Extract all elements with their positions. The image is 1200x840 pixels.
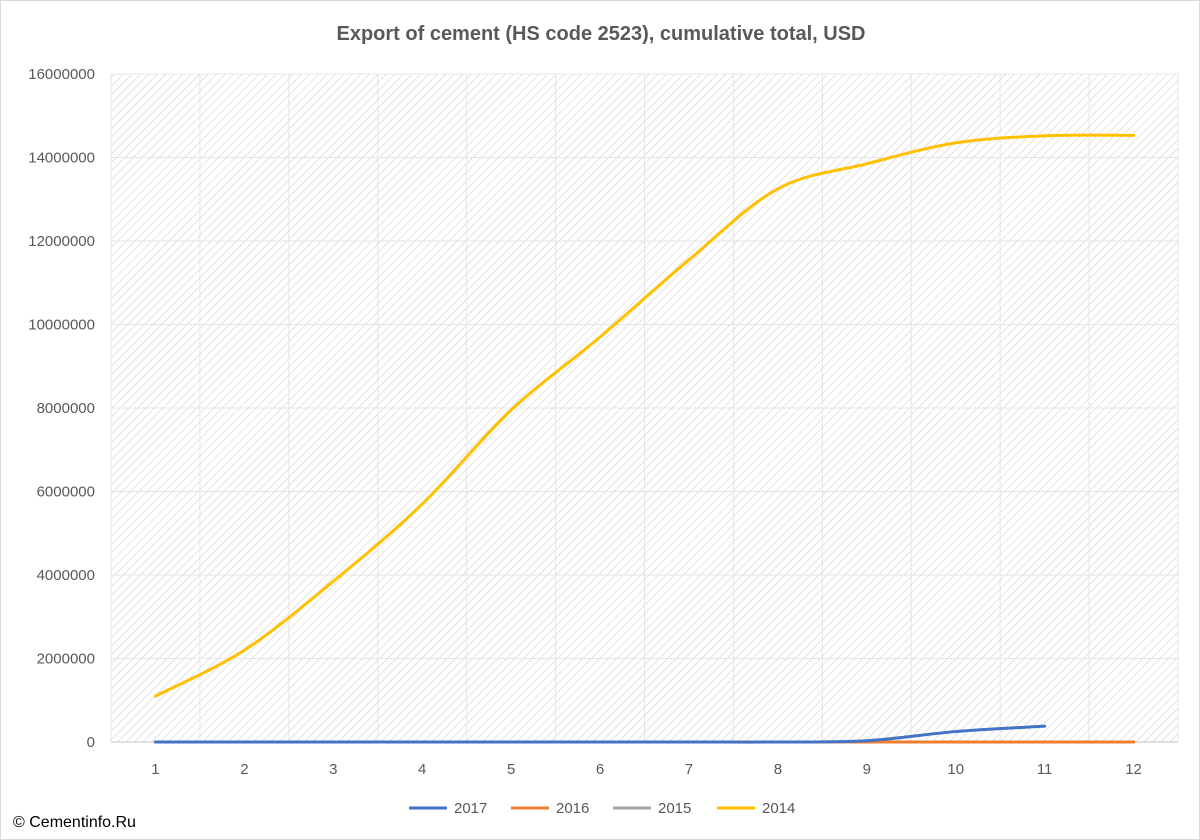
x-tick-label-10: 10 — [947, 761, 964, 778]
series-lines — [153, 133, 1136, 744]
grid-lines — [110, 73, 1179, 743]
x-tick-label-2: 2 — [240, 761, 248, 778]
y-tick-label-6: 12000000 — [28, 233, 95, 250]
y-tick-label-7: 14000000 — [28, 150, 95, 167]
x-axis-tick-labels: 1 2 3 4 5 6 7 8 9 10 11 12 — [151, 761, 1142, 778]
series-line-2014 — [153, 133, 1136, 698]
x-tick-label-6: 6 — [596, 761, 604, 778]
chart-title: Export of cement (HS code 2523), cumulat… — [336, 23, 865, 45]
x-tick-label-8: 8 — [774, 761, 782, 778]
y-tick-label-5: 10000000 — [28, 317, 95, 334]
y-tick-label-2: 4000000 — [37, 567, 95, 584]
legend-label-2015: 2015 — [658, 800, 691, 817]
y-tick-label-3: 6000000 — [37, 484, 95, 501]
y-axis-tick-labels: 0 2000000 4000000 6000000 8000000 10000000 120… — [28, 66, 95, 751]
legend: 2017 2016 2015 2014 — [409, 800, 795, 817]
y-tick-label-4: 8000000 — [37, 400, 95, 417]
copyright-credit: © Cementinfo.Ru — [13, 814, 136, 831]
legend-label-2014: 2014 — [762, 800, 795, 817]
series-line-2017 — [153, 724, 1047, 744]
y-tick-label-8: 16000000 — [28, 66, 95, 83]
x-tick-label-1: 1 — [151, 761, 159, 778]
x-tick-label-7: 7 — [685, 761, 693, 778]
x-tick-label-3: 3 — [329, 761, 337, 778]
x-tick-label-4: 4 — [418, 761, 426, 778]
x-tick-label-9: 9 — [863, 761, 871, 778]
y-tick-label-1: 2000000 — [37, 651, 95, 668]
legend-label-2016: 2016 — [556, 800, 589, 817]
x-tick-label-11: 11 — [1037, 761, 1053, 778]
legend-label-2017: 2017 — [454, 800, 487, 817]
y-tick-label-0: 0 — [87, 734, 95, 751]
x-tick-label-5: 5 — [507, 761, 515, 778]
x-tick-label-12: 12 — [1125, 761, 1142, 778]
